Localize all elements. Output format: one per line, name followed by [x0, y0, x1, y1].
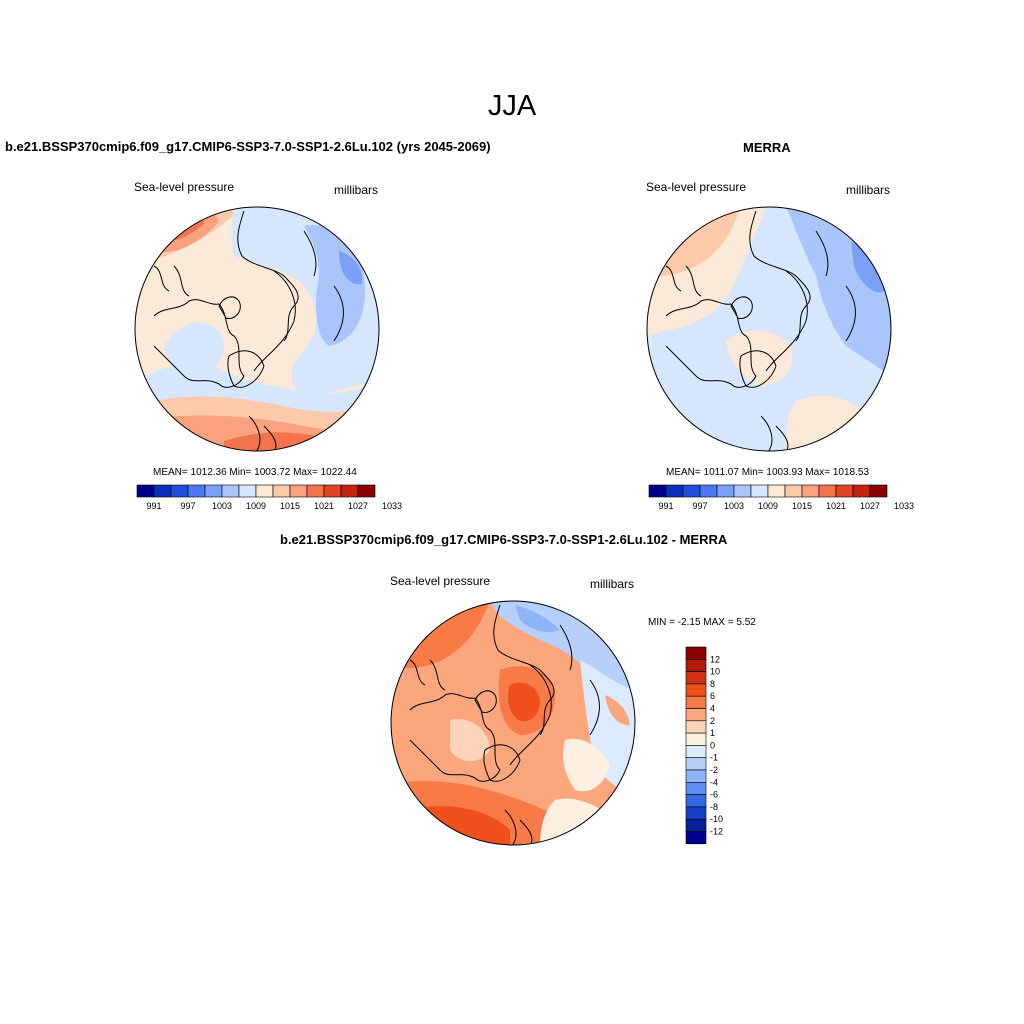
model-colorbar-swatch [289, 484, 308, 498]
diff-colorbar-swatch [685, 646, 707, 660]
obs-variable-label: Sea-level pressure [646, 180, 747, 194]
diff-colorbar-tick-label: -1 [710, 753, 718, 763]
obs-colorbar-tick-label: 1015 [792, 501, 812, 511]
model-colorbar-swatch [221, 484, 240, 498]
diff-colorbar-tick-label: -12 [710, 827, 723, 837]
diff-colorbar-tick-label: 0 [710, 740, 715, 750]
diff-colorbar-swatch [685, 818, 707, 832]
model-colorbar-swatch [272, 484, 291, 498]
diff-colorbar-swatch [685, 757, 707, 771]
obs-stats: MEAN= 1011.07 Min= 1003.93 Max= 1018.53 [666, 467, 870, 478]
obs-panel-title: MERRA [743, 140, 791, 155]
obs-colorbar-tick-label: 1027 [860, 501, 880, 511]
diff-colorbar-swatch [685, 695, 707, 709]
obs-polar-map [646, 206, 892, 452]
model-polar-map [134, 206, 380, 452]
diff-colorbar-tick-label: -2 [710, 765, 718, 775]
obs-colorbar-swatch [716, 484, 735, 498]
model-colorbar-tick-label: 1033 [382, 501, 402, 511]
diff-colorbar-swatch [685, 831, 707, 845]
diff-colorbar-tick-label: 12 [710, 654, 720, 664]
diff-colorbar-swatch [685, 732, 707, 746]
model-colorbar-tick-label: 1009 [246, 501, 266, 511]
diff-colorbar-tick-label: 2 [710, 716, 715, 726]
diff-colorbar-swatch [685, 708, 707, 722]
model-colorbar-swatch [255, 484, 274, 498]
obs-colorbar-tick-label: 1009 [758, 501, 778, 511]
obs-colorbar-swatch [750, 484, 769, 498]
model-colorbar-swatch [323, 484, 342, 498]
model-colorbar-tick-label: 1027 [348, 501, 368, 511]
obs-units-label: millibars [846, 183, 891, 197]
diff-colorbar-tick-label: -10 [710, 814, 723, 824]
diff-colorbar-tick-label: -8 [710, 802, 718, 812]
obs-colorbar-tick-label: 997 [692, 501, 707, 511]
model-colorbar-swatch [340, 484, 359, 498]
model-colorbar-swatch [204, 484, 223, 498]
diff-colorbar-tick-label: 8 [710, 679, 715, 689]
diff-panel-title: b.e21.BSSP370cmip6.f09_g17.CMIP6-SSP3-7.… [280, 532, 728, 547]
obs-colorbar-swatch [801, 484, 820, 498]
obs-colorbar-swatch [784, 484, 803, 498]
diff-colorbar-tick-label: 6 [710, 691, 715, 701]
model-colorbar-swatch [136, 484, 155, 498]
model-colorbar-tick-label: 1021 [314, 501, 334, 511]
model-colorbar-swatch [153, 484, 172, 498]
model-variable-label: Sea-level pressure [134, 180, 235, 194]
obs-colorbar-swatch [733, 484, 752, 498]
model-colorbar-swatch [187, 484, 206, 498]
diff-colorbar-swatch [685, 769, 707, 783]
obs-colorbar-swatch [648, 484, 667, 498]
model-colorbar-tick-label: 1003 [212, 501, 232, 511]
model-colorbar: 991 997 1003 1009 1015 1021 1027 1033 [136, 484, 402, 511]
obs-colorbar-tick-label: 991 [658, 501, 673, 511]
page-title: JJA [487, 90, 537, 122]
model-units-label: millibars [334, 183, 379, 197]
diff-colorbar-tick-label: -6 [710, 790, 718, 800]
diff-colorbar-tick-label: -4 [710, 777, 718, 787]
diff-colorbar-swatch [685, 782, 707, 795]
obs-colorbar-tick-label: 1033 [894, 501, 914, 511]
model-colorbar-swatch [357, 484, 376, 498]
obs-colorbar-swatch [818, 484, 837, 498]
diff-colorbar-swatch [685, 745, 707, 759]
obs-colorbar-swatch [665, 484, 684, 498]
model-colorbar-tick-label: 991 [146, 501, 161, 511]
diff-colorbar-tick-label: 4 [710, 704, 715, 714]
obs-colorbar-swatch [869, 484, 888, 498]
diff-colorbar-swatch [685, 720, 707, 734]
obs-colorbar-swatch [699, 484, 718, 498]
diff-stats: MIN = -2.15 MAX = 5.52 [648, 617, 756, 628]
model-colorbar-tick-label: 997 [180, 501, 195, 511]
diff-units-label: millibars [590, 577, 635, 591]
diff-colorbar-swatch [685, 794, 707, 808]
model-stats: MEAN= 1012.36 Min= 1003.72 Max= 1022.44 [153, 467, 357, 478]
diff-colorbar-swatch [685, 683, 707, 697]
diff-colorbar-swatch [685, 671, 707, 685]
model-panel-title: b.e21.BSSP370cmip6.f09_g17.CMIP6-SSP3-7.… [5, 139, 491, 154]
obs-colorbar-swatch [852, 484, 871, 498]
model-colorbar-tick-label: 1015 [280, 501, 300, 511]
model-colorbar-swatch [306, 484, 325, 498]
obs-colorbar: 991 997 1003 1009 1015 1021 1027 1033 [648, 484, 914, 511]
obs-colorbar-swatch [767, 484, 786, 498]
diff-colorbar-swatch [685, 659, 707, 672]
obs-colorbar-swatch [835, 484, 854, 498]
diff-colorbar-tick-label: 10 [710, 667, 720, 677]
model-colorbar-swatch [238, 484, 257, 498]
obs-colorbar-tick-label: 1003 [724, 501, 744, 511]
diff-colorbar-tick-label: 1 [710, 728, 715, 738]
diff-colorbar-swatch [685, 806, 707, 820]
diff-polar-map [390, 600, 636, 846]
obs-colorbar-tick-label: 1021 [826, 501, 846, 511]
model-colorbar-swatch [170, 484, 189, 498]
obs-colorbar-swatch [682, 484, 701, 498]
diff-variable-label: Sea-level pressure [390, 574, 491, 588]
